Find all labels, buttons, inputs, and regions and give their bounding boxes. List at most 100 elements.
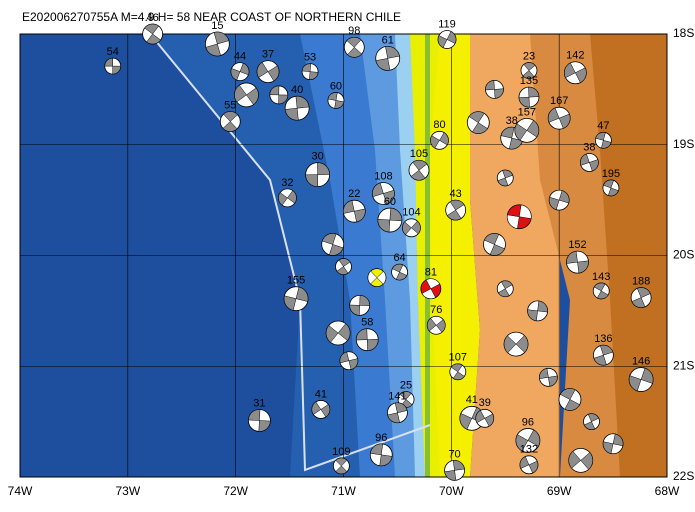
focal-mechanism (592, 282, 610, 300)
focal-mechanism (630, 287, 652, 308)
compressional-quadrant (336, 258, 351, 275)
compressional-quadrant (485, 80, 504, 99)
depth-label: 61 (382, 34, 394, 46)
compressional-quadrant (519, 456, 539, 474)
compressional-quadrant (566, 250, 589, 274)
compressional-quadrant (484, 233, 505, 256)
map-title: E202006270755A M=4.9 H= 58 NEAR COAST OF… (22, 10, 401, 24)
compressional-quadrant (305, 162, 330, 187)
compressional-quadrant (144, 23, 161, 45)
focal-mechanism (583, 413, 600, 431)
focal-mechanism (343, 36, 365, 58)
focal-mechanism (558, 388, 582, 411)
depth-label: 195 (602, 168, 620, 180)
focal-mechanism (496, 280, 514, 298)
compressional-quadrant (547, 107, 571, 129)
depth-label: 58 (361, 317, 373, 329)
focal-mechanism (204, 31, 230, 57)
depth-label: 54 (107, 46, 119, 58)
depth-label: 43 (450, 188, 462, 200)
compressional-quadrant (402, 220, 421, 235)
focal-mechanism (339, 351, 359, 371)
focal-mechanism (327, 92, 345, 109)
depth-label: 46 (147, 12, 159, 24)
depth-label: 23 (523, 50, 535, 62)
compressional-quadrant (583, 413, 600, 430)
focal-mechanism (104, 57, 122, 75)
focal-mechanism (602, 179, 620, 197)
focal-mechanism (566, 250, 589, 274)
compressional-quadrant (475, 410, 495, 427)
focal-mechanism (355, 328, 379, 352)
focal-mechanism (547, 106, 571, 130)
depth-label: 141 (388, 391, 406, 403)
compressional-quadrant (450, 363, 465, 381)
y-tick-label: 20S (673, 248, 694, 262)
depth-label: 80 (433, 119, 445, 131)
y-tick-label: 18S (673, 26, 694, 40)
depth-label: 157 (518, 106, 536, 118)
depth-label: 146 (632, 355, 650, 367)
focal-mechanism (283, 286, 309, 312)
depth-label: 40 (291, 84, 303, 96)
depth-label: 135 (520, 75, 538, 87)
compressional-quadrant (283, 286, 309, 311)
compressional-quadrant (427, 317, 446, 333)
compressional-quadrant (522, 62, 536, 79)
compressional-quadrant (346, 37, 363, 58)
compressional-quadrant (205, 31, 230, 57)
compressional-quadrant (278, 190, 297, 206)
focal-mechanism (234, 82, 259, 108)
focal-mechanism (420, 278, 442, 300)
focal-mechanism (230, 62, 250, 82)
depth-label: 136 (594, 333, 612, 345)
compressional-quadrant (222, 111, 238, 132)
focal-mechanism (449, 363, 467, 381)
depth-label: 15 (211, 20, 223, 32)
depth-label: 108 (374, 170, 392, 182)
compressional-quadrant (343, 200, 366, 223)
compressional-quadrant (564, 62, 587, 83)
depth-label: 105 (410, 148, 428, 160)
focal-mechanism (592, 344, 614, 366)
compressional-quadrant (301, 63, 319, 80)
compressional-quadrant (515, 429, 541, 452)
focal-mechanism (527, 300, 548, 322)
compressional-quadrant (539, 368, 558, 387)
focal-mechanism (430, 130, 449, 150)
compressional-quadrant (421, 278, 441, 299)
depth-label: 81 (425, 267, 437, 279)
depth-label: 64 (393, 252, 405, 264)
x-tick-label: 70W (439, 484, 464, 498)
depth-label: 104 (402, 207, 420, 219)
compressional-quadrant (430, 132, 449, 149)
depth-label: 32 (281, 177, 293, 189)
compressional-quadrant (603, 179, 619, 197)
depth-label: 109 (332, 446, 350, 458)
focal-mechanism (485, 79, 504, 99)
depth-label: 188 (632, 275, 650, 287)
depth-label: 167 (550, 95, 568, 107)
compressional-quadrant (497, 169, 514, 187)
depth-label: 22 (348, 188, 360, 200)
compressional-quadrant (325, 323, 351, 343)
focal-mechanism (496, 169, 514, 187)
depth-label: 152 (568, 239, 586, 251)
depth-label: 55 (224, 99, 236, 111)
focal-mechanism (514, 117, 540, 143)
depth-label: 119 (438, 18, 456, 30)
compressional-quadrant (377, 207, 403, 233)
focal-mechanism (387, 402, 408, 424)
focal-mechanism (321, 233, 345, 256)
compressional-quadrant (256, 61, 280, 82)
depth-label: 37 (262, 49, 274, 61)
depth-label: 39 (479, 397, 491, 409)
focal-mechanism (483, 233, 506, 256)
focal-mechanism (503, 331, 529, 357)
focal-mechanism (594, 131, 612, 149)
focal-mechanism (515, 428, 541, 453)
compressional-quadrant (349, 295, 370, 316)
compressional-quadrant (355, 328, 379, 351)
depth-label: 96 (375, 432, 387, 444)
